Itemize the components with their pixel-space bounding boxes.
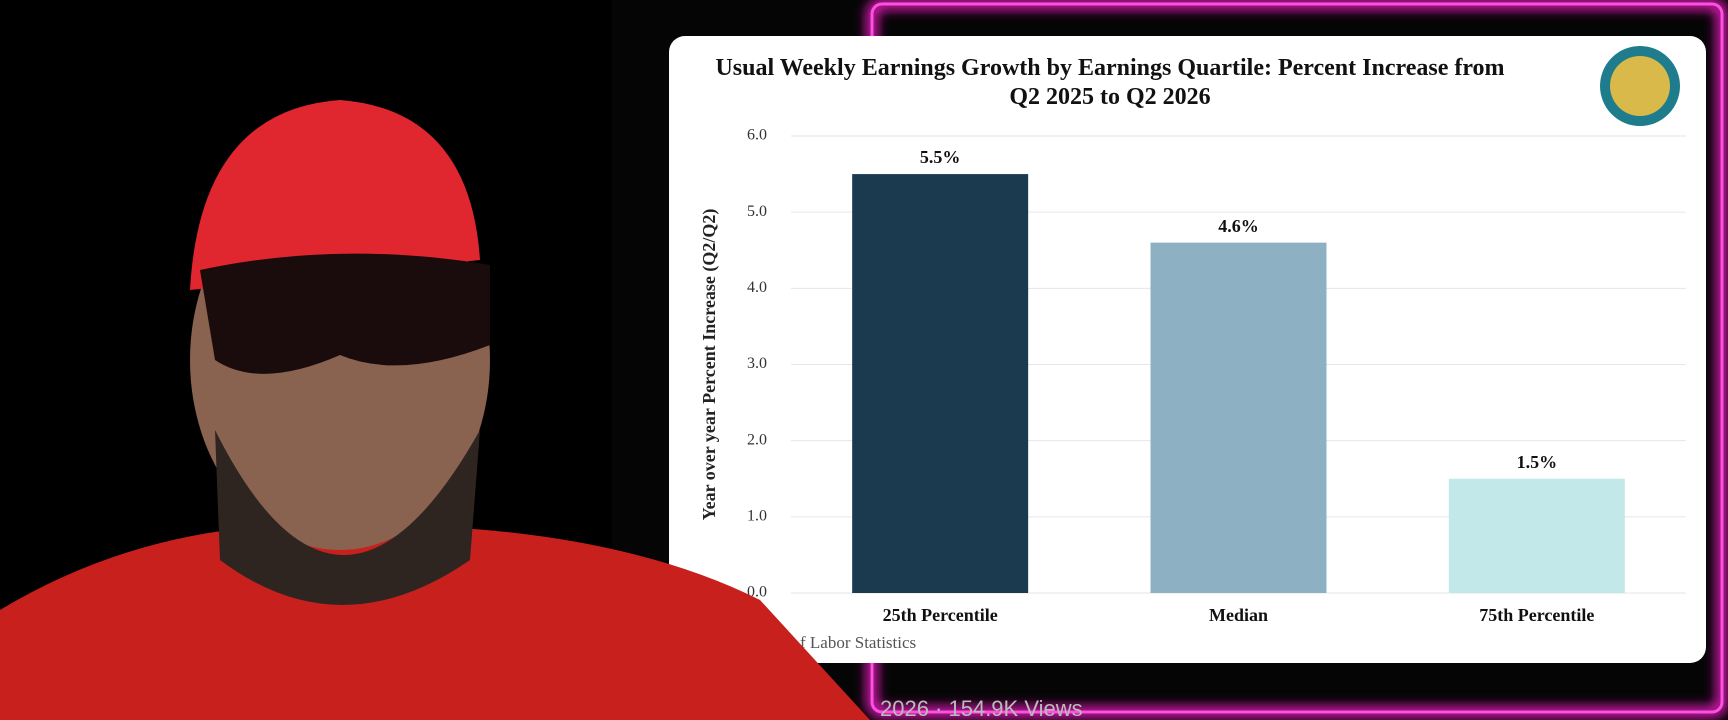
y-tick-label: 6.0 — [747, 127, 767, 144]
bar — [852, 174, 1029, 594]
y-tick-label: 5.0 — [747, 203, 767, 220]
shirt — [0, 524, 870, 720]
y-tick-label: 2.0 — [747, 431, 767, 448]
chart-title: Usual Weekly Earnings Growth by Earnings… — [715, 55, 1505, 110]
value-label: 5.5% — [920, 147, 961, 167]
bar — [1150, 242, 1327, 593]
y-tick-label: 4.0 — [747, 279, 767, 296]
y-axis-label: Year over year Percent Increase (Q2/Q2) — [699, 209, 720, 521]
x-tick-label: Median — [1209, 605, 1268, 625]
sunglasses — [200, 253, 490, 374]
y-tick-label: 3.0 — [747, 355, 767, 372]
x-tick-label: 75th Percentile — [1479, 605, 1594, 625]
value-label: 4.6% — [1218, 216, 1259, 236]
bar — [1448, 478, 1625, 593]
value-label: 1.5% — [1517, 452, 1558, 472]
x-tick-label: 25th Percentile — [883, 605, 998, 625]
view-count: 2026 · 154.9K Views — [880, 696, 1083, 720]
beard — [215, 430, 480, 605]
person — [0, 100, 870, 720]
cap — [190, 100, 480, 290]
treasury-seal — [1610, 56, 1670, 116]
source-note: f Labor Statistics — [800, 633, 916, 652]
y-tick-label: 1.0 — [747, 508, 767, 525]
